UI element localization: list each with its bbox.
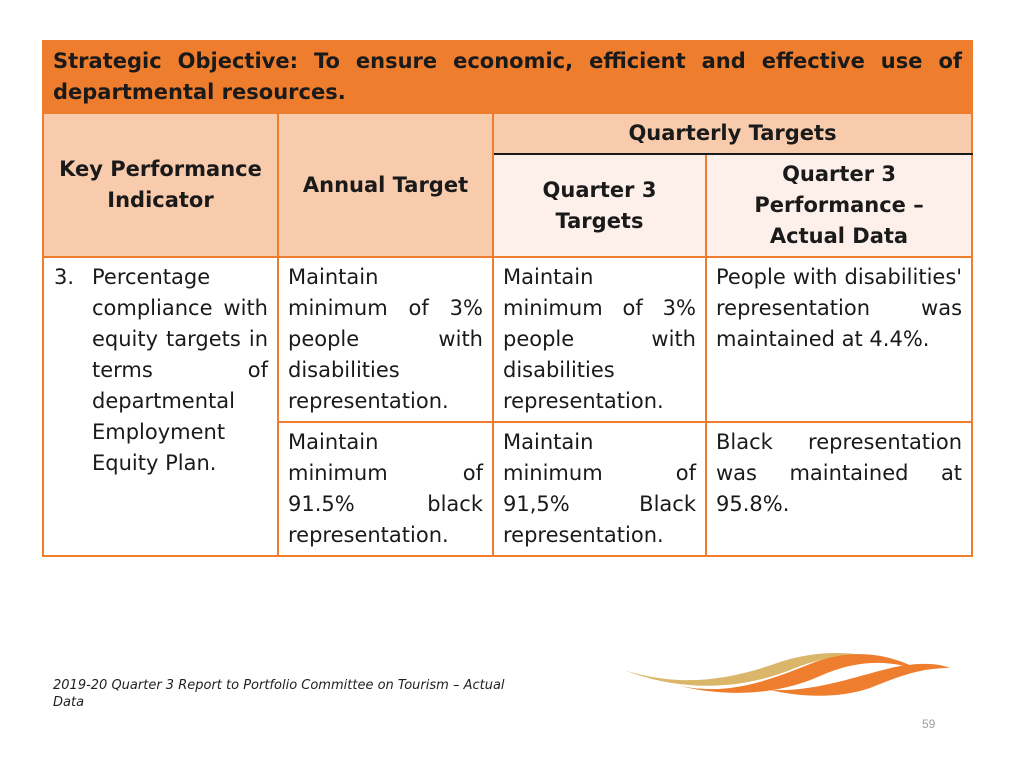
annual-target-cell: Maintain minimum of 3% people with disab… — [277, 256, 494, 423]
q3-actual-header: Quarter 3 Performance – Actual Data — [704, 153, 974, 258]
page-number: 59 — [922, 717, 936, 731]
quarterly-targets-header: Quarterly Targets — [491, 112, 974, 155]
annual-target-header: Annual Target — [277, 112, 494, 258]
kpi-number: 3. — [54, 265, 75, 289]
kpi-table: Strategic Objective: To ensure economic,… — [41, 40, 974, 557]
kpi-cell: 3. Percentage compliance with equity tar… — [42, 256, 279, 557]
q3-targets-header: Quarter 3 Targets — [492, 153, 707, 258]
swoosh-logo-icon — [624, 653, 950, 696]
objective-row: Strategic Objective: To ensure economic,… — [41, 40, 974, 114]
annual-target-cell: Maintain minimum of 91.5% black represen… — [277, 421, 494, 557]
actual-cell: People with disabilities' representation… — [704, 256, 974, 423]
header-row-1: Key Performance Indicator Annual Target … — [42, 112, 974, 258]
actual-cell: Black representation was maintained at 9… — [704, 421, 974, 557]
strategic-objective: Strategic Objective: To ensure economic,… — [41, 40, 974, 114]
kpi-header: Key Performance Indicator — [42, 112, 279, 258]
kpi-text: Percentage compliance with equity target… — [92, 265, 268, 475]
table-row: 3. Percentage compliance with equity tar… — [42, 256, 974, 557]
header-row-2: Quarter 3 Targets Quarter 3 Performance … — [43, 153, 974, 258]
q3-target-cell: Maintain minimum of 3% people with disab… — [492, 256, 707, 423]
table-row: Maintain minimum of 91.5% black represen… — [43, 421, 974, 557]
footer-note: 2019-20 Quarter 3 Report to Portfolio Co… — [53, 678, 505, 710]
q3-target-cell: Maintain minimum of 91,5% Black represen… — [492, 421, 707, 557]
